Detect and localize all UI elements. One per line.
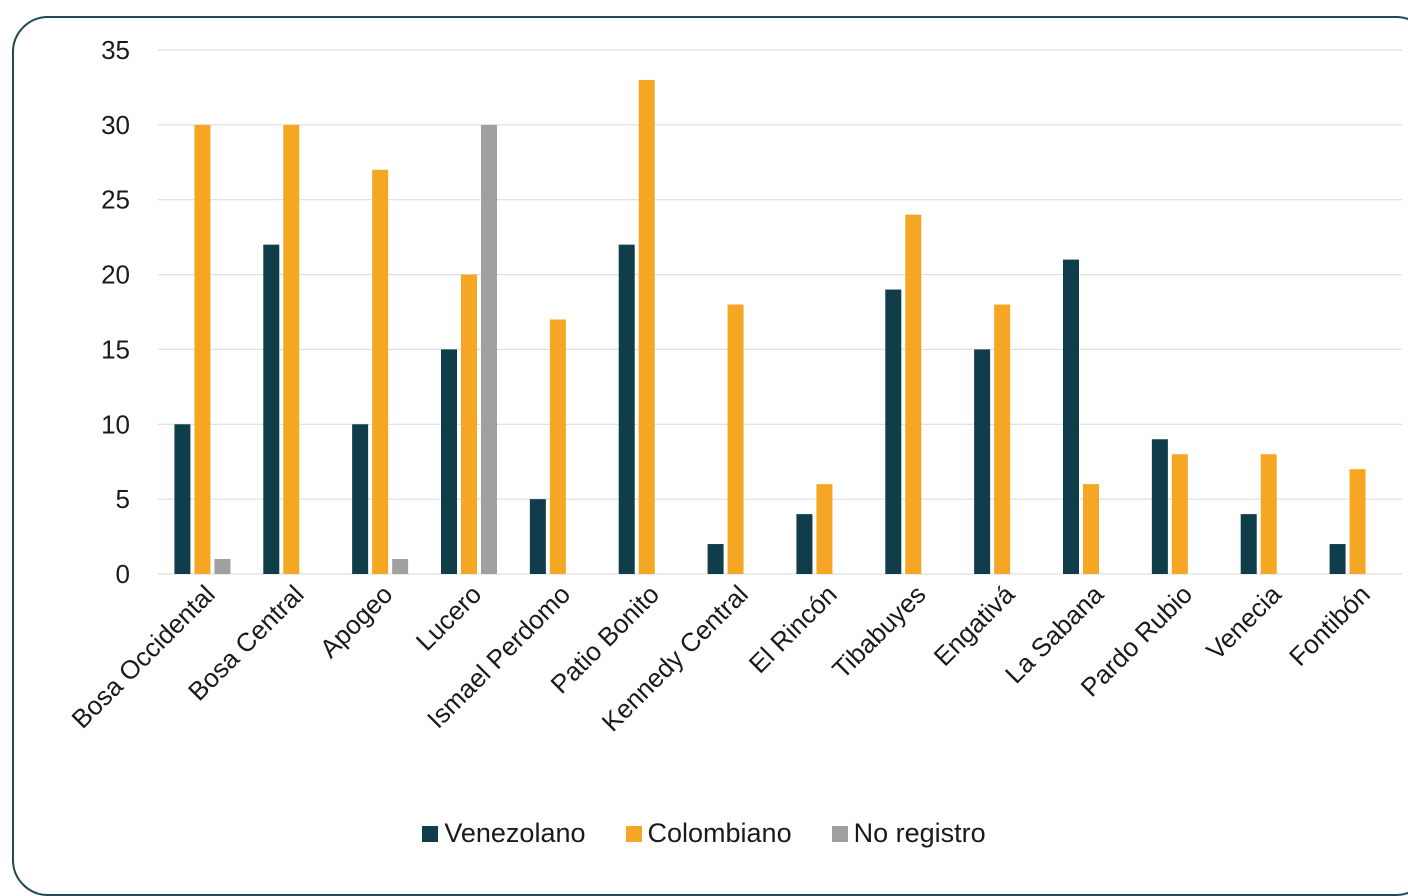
bar-colombiano <box>1260 454 1277 574</box>
bar-venezolano <box>174 424 191 574</box>
x-tick-label: Tibabuyes <box>826 579 931 684</box>
y-tick-label: 15 <box>101 334 130 364</box>
bar-venezolano <box>1063 259 1079 574</box>
x-tick-label: Venecia <box>1200 579 1287 666</box>
bar-venezolano <box>1329 544 1346 574</box>
legend: Venezolano Colombiano No registro <box>0 818 1408 849</box>
bar-venezolano <box>1151 439 1168 574</box>
bar-venezolano <box>707 544 724 574</box>
legend-item-venezolano: Venezolano <box>422 818 586 849</box>
legend-item-colombiano: Colombiano <box>625 818 792 849</box>
gridlines <box>158 49 1402 575</box>
bar-colombiano <box>638 79 655 574</box>
bar-colombiano <box>816 484 833 574</box>
legend-swatch-colombiano <box>625 825 642 842</box>
legend-item-no-registro: No registro <box>831 818 986 849</box>
y-tick-label: 5 <box>116 484 130 514</box>
bar-colombiano <box>1083 484 1099 574</box>
bar-colombiano <box>727 304 744 574</box>
x-tick-label: Lucero <box>410 579 487 656</box>
x-tick-label: Bosa Occidental <box>66 579 221 734</box>
y-tick-label: 10 <box>101 409 130 439</box>
bar-colombiano <box>461 274 477 574</box>
legend-swatch-no-registro <box>831 825 848 842</box>
bar-no-registro <box>481 124 497 574</box>
bar-colombiano <box>372 169 389 574</box>
bar-venezolano <box>529 499 546 574</box>
bar-venezolano <box>441 349 457 574</box>
x-tick-label: Fontibón <box>1283 579 1376 672</box>
bar-colombiano <box>1171 454 1188 574</box>
bar-colombiano <box>194 124 211 574</box>
bar-venezolano <box>974 349 991 574</box>
legend-label-colombiano: Colombiano <box>647 818 792 848</box>
y-tick-label: 30 <box>101 110 130 140</box>
y-axis-ticks: 0 5 10 15 20 25 30 35 <box>101 35 130 589</box>
y-tick-label: 35 <box>101 35 130 65</box>
bar-colombiano <box>549 319 566 574</box>
legend-label-no-registro: No registro <box>853 818 986 848</box>
bar-venezolano <box>263 244 280 574</box>
legend-swatch-venezolano <box>422 825 439 842</box>
bar-no-registro <box>392 559 409 574</box>
bar-colombiano <box>905 214 922 574</box>
y-tick-label: 0 <box>116 559 130 589</box>
bar-colombiano <box>1349 469 1366 574</box>
legend-label-venezolano: Venezolano <box>444 818 586 848</box>
bar-colombiano <box>283 124 300 574</box>
bar-venezolano <box>885 289 902 574</box>
bar-venezolano <box>618 244 635 574</box>
bar-venezolano <box>796 514 813 574</box>
bar-venezolano <box>352 424 369 574</box>
x-tick-label: Engativá <box>928 579 1021 672</box>
x-tick-label: Apogeo <box>314 579 399 664</box>
y-tick-label: 25 <box>101 185 130 215</box>
bar-venezolano <box>1240 514 1257 574</box>
y-tick-label: 20 <box>101 260 130 290</box>
bars <box>174 79 1366 574</box>
bar-colombiano <box>994 304 1011 574</box>
bar-no-registro <box>214 559 231 574</box>
